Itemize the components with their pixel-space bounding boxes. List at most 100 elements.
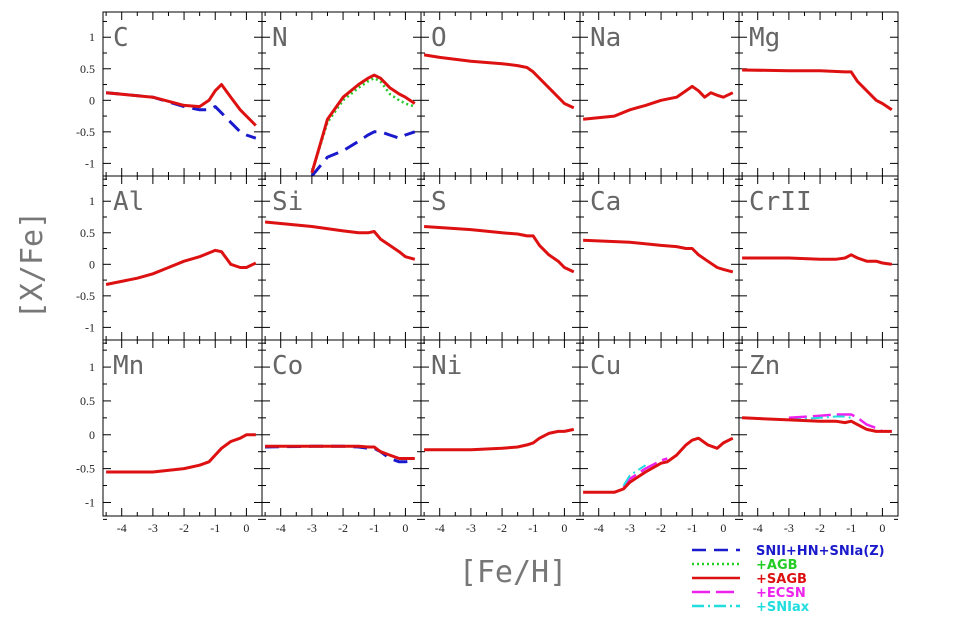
model-line-sagb (742, 253, 893, 266)
x-tick-label: -2 (338, 521, 348, 535)
model-line-sagb (742, 416, 892, 433)
model-line-sagb (583, 436, 734, 494)
x-tick-label: -3 (625, 521, 635, 535)
x-tick-label: -2 (656, 521, 666, 535)
panel-element-label: S (431, 187, 447, 217)
panel-element-label: Al (113, 187, 144, 217)
y-tick-label: 0 (89, 257, 95, 271)
y-tick-label: 1 (89, 194, 95, 208)
legend-entry-ecsn: +ECSN (692, 586, 806, 601)
x-tick-label: -4 (753, 521, 763, 535)
model-line-sniax (788, 415, 852, 421)
x-tick-label: -3 (148, 521, 158, 535)
panel-s: S (420, 175, 581, 344)
panel-element-label: Na (590, 23, 621, 53)
y-tick-label: -0.5 (76, 289, 95, 303)
legend-label: +AGB (756, 558, 798, 573)
legend-entry-snii-hn-snia-z: SNII+HN+SNIa(Z) (692, 544, 885, 559)
y-tick-label: -1 (85, 495, 95, 509)
x-tick-label: 0 (879, 521, 885, 535)
model-line-sniax (622, 464, 647, 487)
panel-mg: Mg (738, 11, 899, 180)
panel-element-label: Cu (590, 351, 621, 381)
x-tick-label: -2 (497, 521, 507, 535)
x-tick-label: -3 (466, 521, 476, 535)
panel-element-label: Mn (113, 351, 144, 381)
panel-element-label: Co (272, 351, 303, 381)
panel-element-label: C (113, 23, 129, 53)
y-tick-label: 0.5 (80, 394, 95, 408)
panel-mn: -4 -3 -2 -1 0 -1 -0.5 0 0.5 1 Mn (76, 339, 263, 535)
x-tick-label: -1 (528, 521, 538, 535)
y-tick-label: -1 (85, 320, 95, 334)
panel-element-label: Si (272, 187, 303, 217)
x-tick-label: -1 (210, 521, 220, 535)
y-axis-label: [X/Fe] (15, 211, 50, 319)
model-line-sagb (106, 433, 256, 474)
panel-element-label: Zn (749, 351, 780, 381)
legend-label: +SNIax (756, 600, 810, 615)
x-tick-label: -4 (117, 521, 127, 535)
x-tick-label: -2 (815, 521, 825, 535)
model-line-sagb (582, 84, 734, 121)
panel-o: O (420, 11, 581, 180)
panel-ni: -4 -3 -2 -1 0 Ni (420, 339, 581, 535)
x-tick-label: 0 (561, 521, 567, 535)
panel-ca: Ca (579, 175, 740, 344)
model-line-sagb (265, 444, 415, 460)
model-line-sagb (583, 238, 734, 274)
axes-labels: [X/Fe] [Fe/H] (15, 211, 567, 590)
model-line-sagb (424, 225, 575, 274)
x-tick-label: -2 (179, 521, 189, 535)
x-tick-label: 0 (720, 521, 726, 535)
panel-na: Na (579, 11, 740, 180)
model-line-agb (310, 76, 416, 174)
y-tick-label: 1 (89, 30, 95, 44)
y-tick-label: 0 (89, 428, 95, 442)
x-tick-label: -4 (594, 521, 604, 535)
y-tick-label: 0 (89, 93, 95, 107)
panel-si: Si (261, 175, 422, 344)
legend-label: +SAGB (756, 572, 807, 587)
model-line-sagb (105, 83, 257, 127)
legend-entry-sniax: +SNIax (692, 600, 810, 615)
model-line-sagb (105, 248, 257, 286)
x-tick-label: -1 (687, 521, 697, 535)
model-line-sagb (742, 68, 893, 112)
model-line-snii-hn-snia-z (310, 130, 416, 176)
y-tick-label: -0.5 (76, 125, 95, 139)
x-axis-label: [Fe/H] (459, 555, 567, 590)
panel-frame (738, 339, 899, 517)
legend-entry-agb: +AGB (692, 558, 798, 573)
y-tick-label: 1 (89, 360, 95, 374)
panel-al: -1 -0.5 0 0.5 1 Al (76, 175, 263, 344)
x-tick-label: -4 (276, 521, 286, 535)
x-tick-label: -3 (784, 521, 794, 535)
panel-cu: -4 -3 -2 -1 0 Cu (579, 339, 740, 535)
panel-element-label: Ni (431, 351, 462, 381)
panel-element-label: Mg (749, 23, 780, 53)
legend-label: +ECSN (756, 586, 806, 601)
panels-layer: -1 -0.5 0 0.5 1 C N O Na Mg -1 -0.5 0 0.5 1 Al Si S Ca CrII… (76, 11, 899, 535)
model-line-ecsn (622, 457, 668, 489)
panel-element-label: N (272, 23, 288, 53)
x-tick-label: 0 (243, 521, 249, 535)
y-tick-label: 0.5 (80, 62, 95, 76)
legend-entry-sagb: +SAGB (692, 572, 807, 587)
y-tick-label: -1 (85, 156, 95, 170)
model-line-sagb (310, 73, 416, 174)
x-tick-label: 0 (402, 521, 408, 535)
y-tick-label: 0.5 (80, 226, 95, 240)
x-tick-label: -4 (435, 521, 445, 535)
x-tick-label: -3 (307, 521, 317, 535)
panel-element-label: O (431, 23, 447, 53)
legend: SNII+HN+SNIa(Z)+AGB+SAGB+ECSN+SNIax (692, 544, 885, 615)
panel-c: -1 -0.5 0 0.5 1 C (76, 11, 263, 180)
y-tick-label: -0.5 (76, 462, 95, 476)
panel-n: N (261, 11, 422, 180)
model-line-ecsn (788, 413, 892, 433)
panel-element-label: Ca (590, 187, 621, 217)
panel-crii: CrII (738, 175, 899, 344)
legend-label: SNII+HN+SNIa(Z) (756, 544, 885, 559)
